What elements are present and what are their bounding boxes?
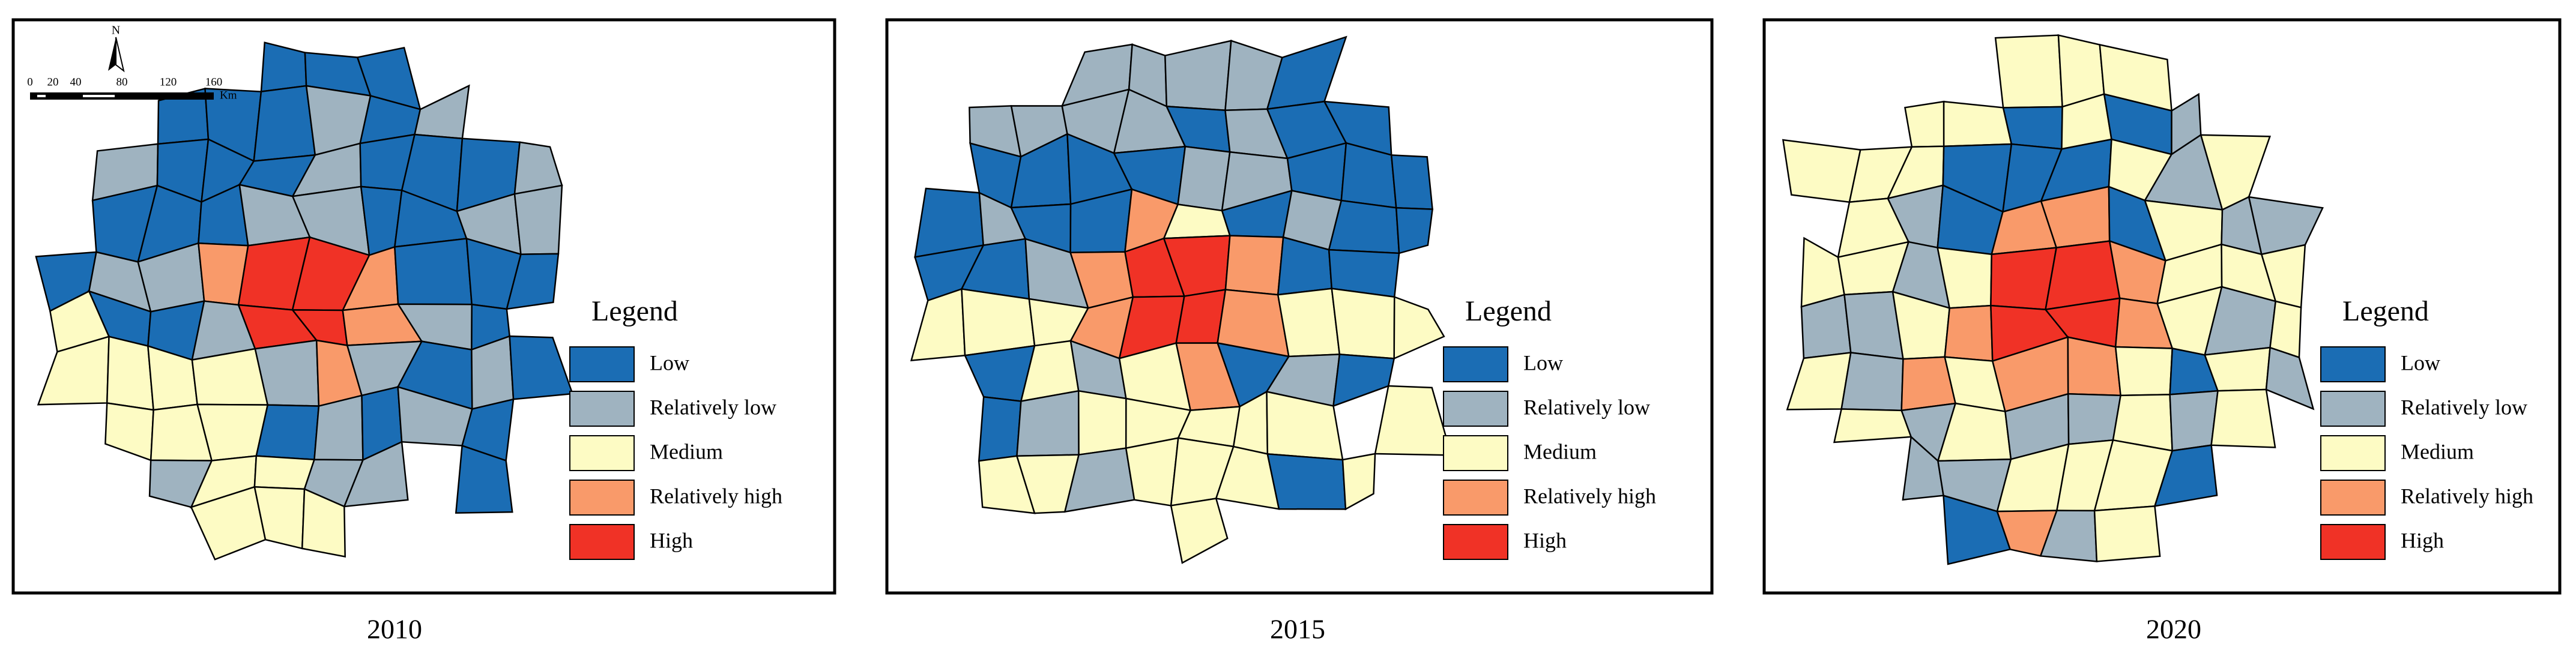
legend-swatch	[2320, 480, 2386, 516]
legend-label: High	[2401, 528, 2444, 552]
region	[1125, 437, 1179, 507]
legend-swatch	[569, 346, 635, 382]
region	[1224, 235, 1284, 296]
north-label: N	[112, 24, 120, 37]
legend-swatch	[1443, 391, 1508, 427]
region	[978, 396, 1022, 462]
scale-tick-label: 20	[47, 76, 59, 88]
scale-bar	[30, 92, 214, 100]
region	[2265, 346, 2315, 411]
scale-tick-label: 80	[116, 76, 128, 88]
legend-swatch	[1443, 346, 1508, 382]
legend-swatch	[1443, 435, 1508, 471]
region	[1994, 34, 2063, 109]
legend-swatch	[1443, 480, 1508, 516]
region	[1800, 293, 1852, 360]
region	[2093, 505, 2161, 562]
legend-label: Medium	[2401, 439, 2474, 463]
region	[255, 404, 320, 461]
legend-label: Relatively low	[2401, 395, 2527, 419]
legend-label: Low	[1523, 351, 1563, 375]
region	[1943, 100, 2013, 148]
region	[1393, 295, 1445, 360]
legend-swatch	[2320, 391, 2386, 427]
north-arrow	[108, 37, 116, 71]
region	[1840, 352, 1904, 412]
legend-label: Low	[2401, 351, 2440, 375]
scale-tick-label: 0	[27, 76, 33, 88]
region	[343, 441, 409, 508]
scale-unit: Km	[220, 89, 237, 101]
region	[2114, 346, 2174, 397]
map	[35, 41, 574, 561]
region	[1944, 304, 1994, 362]
legend-label: Relatively low	[1523, 395, 1650, 419]
legend-label: High	[650, 528, 693, 552]
region	[301, 487, 346, 558]
region	[1170, 498, 1229, 564]
region	[106, 336, 154, 411]
scale-tick-label: 160	[205, 76, 223, 88]
legend-swatch	[2320, 524, 2386, 560]
region	[1277, 287, 1341, 358]
panel-caption: 2015	[1270, 614, 1325, 645]
region	[2153, 444, 2218, 507]
legend-swatch	[569, 435, 635, 471]
region	[1331, 287, 1395, 360]
region	[1266, 453, 1347, 510]
legend-title: Legend	[1465, 295, 1552, 327]
region	[1782, 139, 1861, 203]
region	[2067, 336, 2122, 397]
legend-swatch	[2320, 435, 2386, 471]
map	[1782, 34, 2324, 565]
scale-bar-segment	[37, 95, 46, 97]
region	[1904, 100, 1945, 148]
legend-label: Relatively low	[650, 395, 776, 419]
legend-label: Relatively high	[1523, 484, 1656, 508]
legend-swatch	[569, 524, 635, 560]
legend-swatch	[1443, 524, 1508, 560]
region	[1833, 408, 1912, 444]
region	[2067, 393, 2122, 445]
legend-label: Relatively high	[2401, 484, 2533, 508]
north-arrow	[115, 37, 125, 73]
legend-label: Relatively high	[650, 484, 782, 508]
region	[394, 238, 473, 305]
region	[1077, 390, 1127, 456]
legend-title: Legend	[2342, 295, 2429, 327]
region	[1395, 206, 1434, 254]
region	[253, 85, 316, 162]
legend-label: Medium	[1523, 439, 1597, 463]
region	[961, 288, 1036, 357]
region	[1177, 145, 1231, 212]
legend-label: High	[1523, 528, 1567, 552]
scale-bar-segment	[83, 95, 115, 97]
panel-caption: 2010	[367, 614, 422, 645]
legend-swatch	[569, 480, 635, 516]
region	[1390, 154, 1433, 210]
scale-tick-label: 40	[70, 76, 82, 88]
region	[1016, 390, 1080, 457]
region	[1341, 453, 1376, 511]
panel-caption: 2020	[2146, 614, 2201, 645]
region	[2169, 390, 2219, 452]
legend-swatch	[569, 391, 635, 427]
region	[2002, 106, 2063, 150]
legend-label: Low	[650, 351, 689, 375]
region	[513, 184, 563, 255]
region	[455, 444, 513, 514]
region	[313, 394, 364, 461]
region	[1328, 199, 1400, 254]
map	[910, 35, 1453, 564]
legend-title: Legend	[591, 295, 678, 327]
legend-swatch	[2320, 346, 2386, 382]
region	[2210, 388, 2276, 448]
region	[506, 253, 560, 310]
scale-tick-label: 120	[160, 76, 177, 88]
legend-label: Medium	[650, 439, 723, 463]
region	[471, 335, 515, 411]
